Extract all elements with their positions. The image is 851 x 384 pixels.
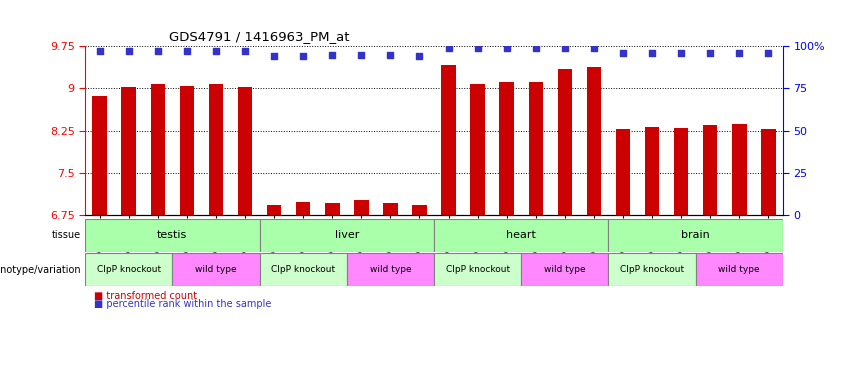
Bar — [732, 124, 746, 215]
Point — [355, 51, 368, 58]
Bar — [761, 129, 775, 215]
Point — [645, 50, 659, 56]
Bar — [347, 253, 434, 286]
Bar — [608, 253, 696, 286]
Bar — [616, 129, 631, 215]
Bar — [267, 205, 282, 215]
Bar — [122, 87, 136, 215]
Point — [762, 50, 775, 56]
Text: testis: testis — [157, 230, 187, 240]
Bar — [383, 203, 397, 215]
Bar — [85, 253, 173, 286]
Text: ClpP knockout: ClpP knockout — [446, 265, 510, 274]
Text: GDS4791 / 1416963_PM_at: GDS4791 / 1416963_PM_at — [168, 30, 350, 43]
Bar — [645, 127, 660, 215]
Text: wild type: wild type — [195, 265, 237, 274]
Text: genotype/variation: genotype/variation — [0, 265, 81, 275]
Point — [674, 50, 688, 56]
Bar — [260, 253, 347, 286]
Text: wild type: wild type — [544, 265, 585, 274]
Bar — [151, 84, 165, 215]
Point — [122, 48, 135, 54]
Text: heart: heart — [506, 230, 536, 240]
Bar — [208, 84, 223, 215]
Point — [587, 45, 601, 51]
Text: tissue: tissue — [52, 230, 81, 240]
Bar — [696, 253, 783, 286]
Bar — [586, 67, 601, 215]
Point — [558, 45, 572, 51]
Bar — [471, 84, 485, 215]
Bar — [703, 125, 717, 215]
Text: wild type: wild type — [718, 265, 760, 274]
Bar — [434, 253, 521, 286]
Bar — [434, 219, 608, 252]
Bar — [608, 219, 783, 252]
Point — [413, 53, 426, 59]
Bar — [528, 81, 543, 215]
Point — [238, 48, 252, 54]
Bar — [354, 200, 368, 215]
Bar — [674, 128, 688, 215]
Text: ■ transformed count: ■ transformed count — [94, 291, 197, 301]
Bar — [521, 253, 608, 286]
Point — [384, 51, 397, 58]
Point — [325, 51, 339, 58]
Text: ClpP knockout: ClpP knockout — [97, 265, 161, 274]
Point — [180, 48, 194, 54]
Bar — [557, 69, 572, 215]
Text: ■ percentile rank within the sample: ■ percentile rank within the sample — [94, 299, 271, 309]
Bar — [260, 219, 434, 252]
Point — [471, 45, 484, 51]
Bar — [296, 202, 311, 215]
Text: brain: brain — [682, 230, 710, 240]
Point — [93, 48, 106, 54]
Bar — [237, 87, 252, 215]
Bar — [180, 86, 194, 215]
Point — [500, 45, 513, 51]
Bar — [500, 81, 514, 215]
Point — [209, 48, 223, 54]
Text: liver: liver — [334, 230, 359, 240]
Bar — [172, 253, 260, 286]
Point — [529, 45, 543, 51]
Text: ClpP knockout: ClpP knockout — [271, 265, 335, 274]
Point — [296, 53, 310, 59]
Point — [616, 50, 630, 56]
Bar — [85, 219, 260, 252]
Point — [151, 48, 164, 54]
Point — [704, 50, 717, 56]
Bar — [93, 96, 107, 215]
Text: wild type: wild type — [369, 265, 411, 274]
Point — [442, 45, 455, 51]
Text: ClpP knockout: ClpP knockout — [620, 265, 684, 274]
Point — [267, 53, 281, 59]
Bar — [442, 65, 456, 215]
Bar — [412, 205, 426, 215]
Bar — [325, 203, 340, 215]
Point — [733, 50, 746, 56]
